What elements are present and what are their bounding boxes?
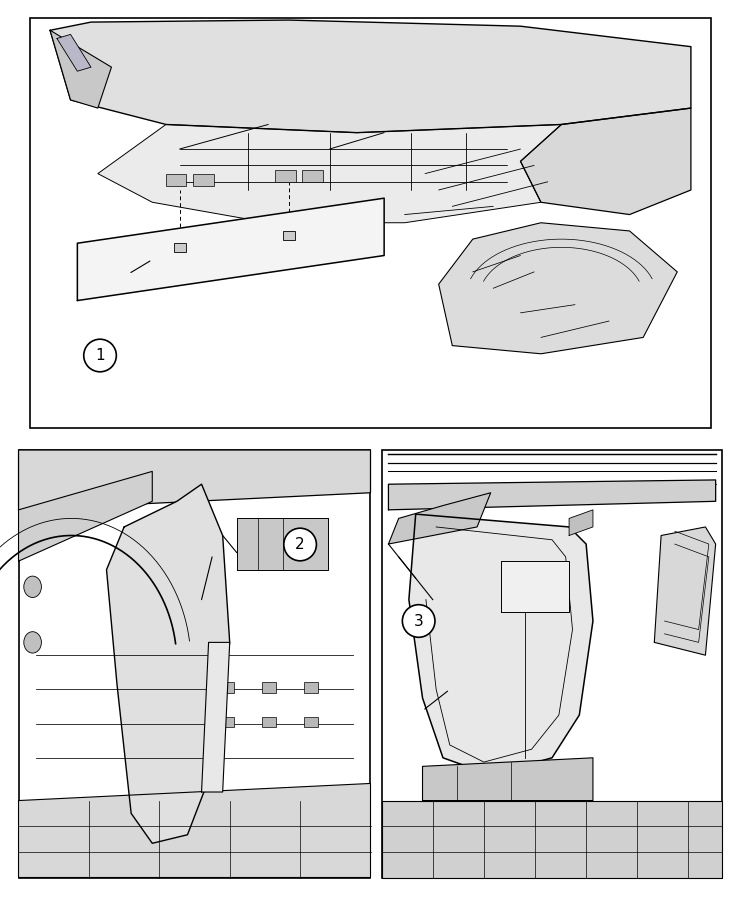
Text: 2: 2	[296, 537, 305, 552]
Circle shape	[24, 632, 41, 653]
Polygon shape	[388, 480, 716, 509]
Polygon shape	[19, 783, 370, 878]
Text: 3: 3	[413, 614, 424, 628]
Polygon shape	[409, 514, 593, 775]
Polygon shape	[19, 472, 153, 562]
Polygon shape	[50, 20, 691, 132]
Bar	[166, 174, 187, 186]
Polygon shape	[388, 493, 491, 544]
Ellipse shape	[84, 339, 116, 372]
Bar	[219, 716, 233, 727]
Polygon shape	[382, 801, 722, 878]
Polygon shape	[422, 758, 593, 801]
Bar	[219, 682, 233, 693]
Circle shape	[24, 576, 41, 598]
Polygon shape	[501, 562, 569, 612]
Bar	[275, 169, 296, 182]
Bar	[302, 169, 323, 182]
Bar	[262, 716, 276, 727]
Bar	[30, 18, 711, 427]
Bar	[19, 450, 370, 878]
Polygon shape	[19, 450, 370, 509]
Ellipse shape	[284, 528, 316, 561]
Text: 1: 1	[96, 348, 104, 363]
Polygon shape	[98, 124, 562, 223]
Polygon shape	[57, 34, 91, 71]
Polygon shape	[77, 198, 384, 301]
Bar	[193, 174, 213, 186]
Bar	[382, 450, 722, 878]
Polygon shape	[202, 643, 230, 792]
Ellipse shape	[402, 605, 435, 637]
Polygon shape	[569, 509, 593, 536]
Bar	[304, 716, 319, 727]
Bar	[262, 682, 276, 693]
Polygon shape	[439, 223, 677, 354]
Polygon shape	[237, 518, 328, 570]
Bar	[304, 682, 319, 693]
Bar	[283, 230, 295, 239]
Polygon shape	[654, 527, 716, 655]
Polygon shape	[520, 108, 691, 214]
Bar	[173, 243, 185, 252]
Polygon shape	[107, 484, 230, 843]
Polygon shape	[50, 31, 111, 108]
